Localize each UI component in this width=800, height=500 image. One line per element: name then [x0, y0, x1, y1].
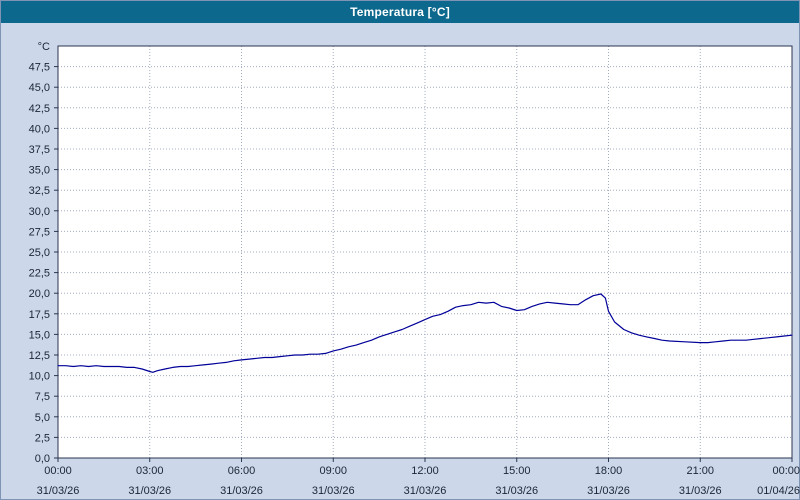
- x-tick-date: 31/03/26: [679, 485, 722, 497]
- svg-text:5,0: 5,0: [35, 412, 50, 424]
- series-temperatura: [57, 293, 793, 373]
- x-tick-time: 21:00: [686, 465, 714, 477]
- svg-text:10,0: 10,0: [29, 371, 50, 383]
- svg-text:0,0: 0,0: [35, 453, 50, 465]
- x-tick-date: 31/03/26: [128, 485, 171, 497]
- svg-text:2,5: 2,5: [35, 432, 50, 444]
- x-tick-time: 12:00: [411, 465, 439, 477]
- x-tick-date: 31/03/26: [312, 485, 355, 497]
- x-tick-time: 06:00: [228, 465, 256, 477]
- window-titlebar: Temperatura [°C]: [1, 1, 799, 23]
- svg-text:42,5: 42,5: [29, 103, 50, 115]
- gridlines: [58, 46, 792, 458]
- x-tick-time: 00:00: [772, 465, 800, 477]
- svg-text:30,0: 30,0: [29, 206, 50, 218]
- x-tick-date: 31/03/26: [220, 485, 263, 497]
- svg-text:47,5: 47,5: [29, 62, 50, 74]
- plot-border: [57, 45, 793, 459]
- x-tick-time: 00:00: [44, 465, 72, 477]
- x-tick-time: 09:00: [319, 465, 347, 477]
- x-tick-date: 31/03/26: [587, 485, 630, 497]
- x-tick-time: 18:00: [595, 465, 623, 477]
- x-tick-date: 31/03/26: [37, 485, 80, 497]
- x-tick-time: 03:00: [136, 465, 164, 477]
- chart-container: 0,0 2,5 5,0 7,5 10,0 12,5 15,0 17,5 20,0 22,5 25,0…: [1, 23, 800, 500]
- svg-text:35,0: 35,0: [29, 165, 50, 177]
- svg-text:40,0: 40,0: [29, 123, 50, 135]
- window-title: Temperatura [°C]: [350, 5, 450, 19]
- x-tick-date: 31/03/26: [495, 485, 538, 497]
- x-axis-labels: 00:00 31/03/26 03:00 31/03/26 06:00 31/03/26 0…: [37, 458, 800, 497]
- svg-text:25,0: 25,0: [29, 247, 50, 259]
- temperature-chart: 0,0 2,5 5,0 7,5 10,0 12,5 15,0 17,5 20,0 22,5 25,0…: [29, 41, 800, 497]
- svg-text:32,5: 32,5: [29, 185, 50, 197]
- y-axis-unit: °C: [38, 41, 50, 53]
- x-tick-date: 31/03/26: [404, 485, 447, 497]
- svg-text:27,5: 27,5: [29, 226, 50, 238]
- svg-text:37,5: 37,5: [29, 144, 50, 156]
- svg-text:45,0: 45,0: [29, 82, 50, 94]
- x-tick-date: 01/04/26: [757, 485, 800, 497]
- svg-text:22,5: 22,5: [29, 268, 50, 280]
- svg-text:15,0: 15,0: [29, 329, 50, 341]
- svg-text:17,5: 17,5: [29, 309, 50, 321]
- svg-text:20,0: 20,0: [29, 288, 50, 300]
- y-axis-labels: 0,0 2,5 5,0 7,5 10,0 12,5 15,0 17,5 20,0 22,5 25,0…: [29, 62, 58, 465]
- x-tick-time: 15:00: [503, 465, 531, 477]
- svg-text:7,5: 7,5: [35, 391, 50, 403]
- svg-text:12,5: 12,5: [29, 350, 50, 362]
